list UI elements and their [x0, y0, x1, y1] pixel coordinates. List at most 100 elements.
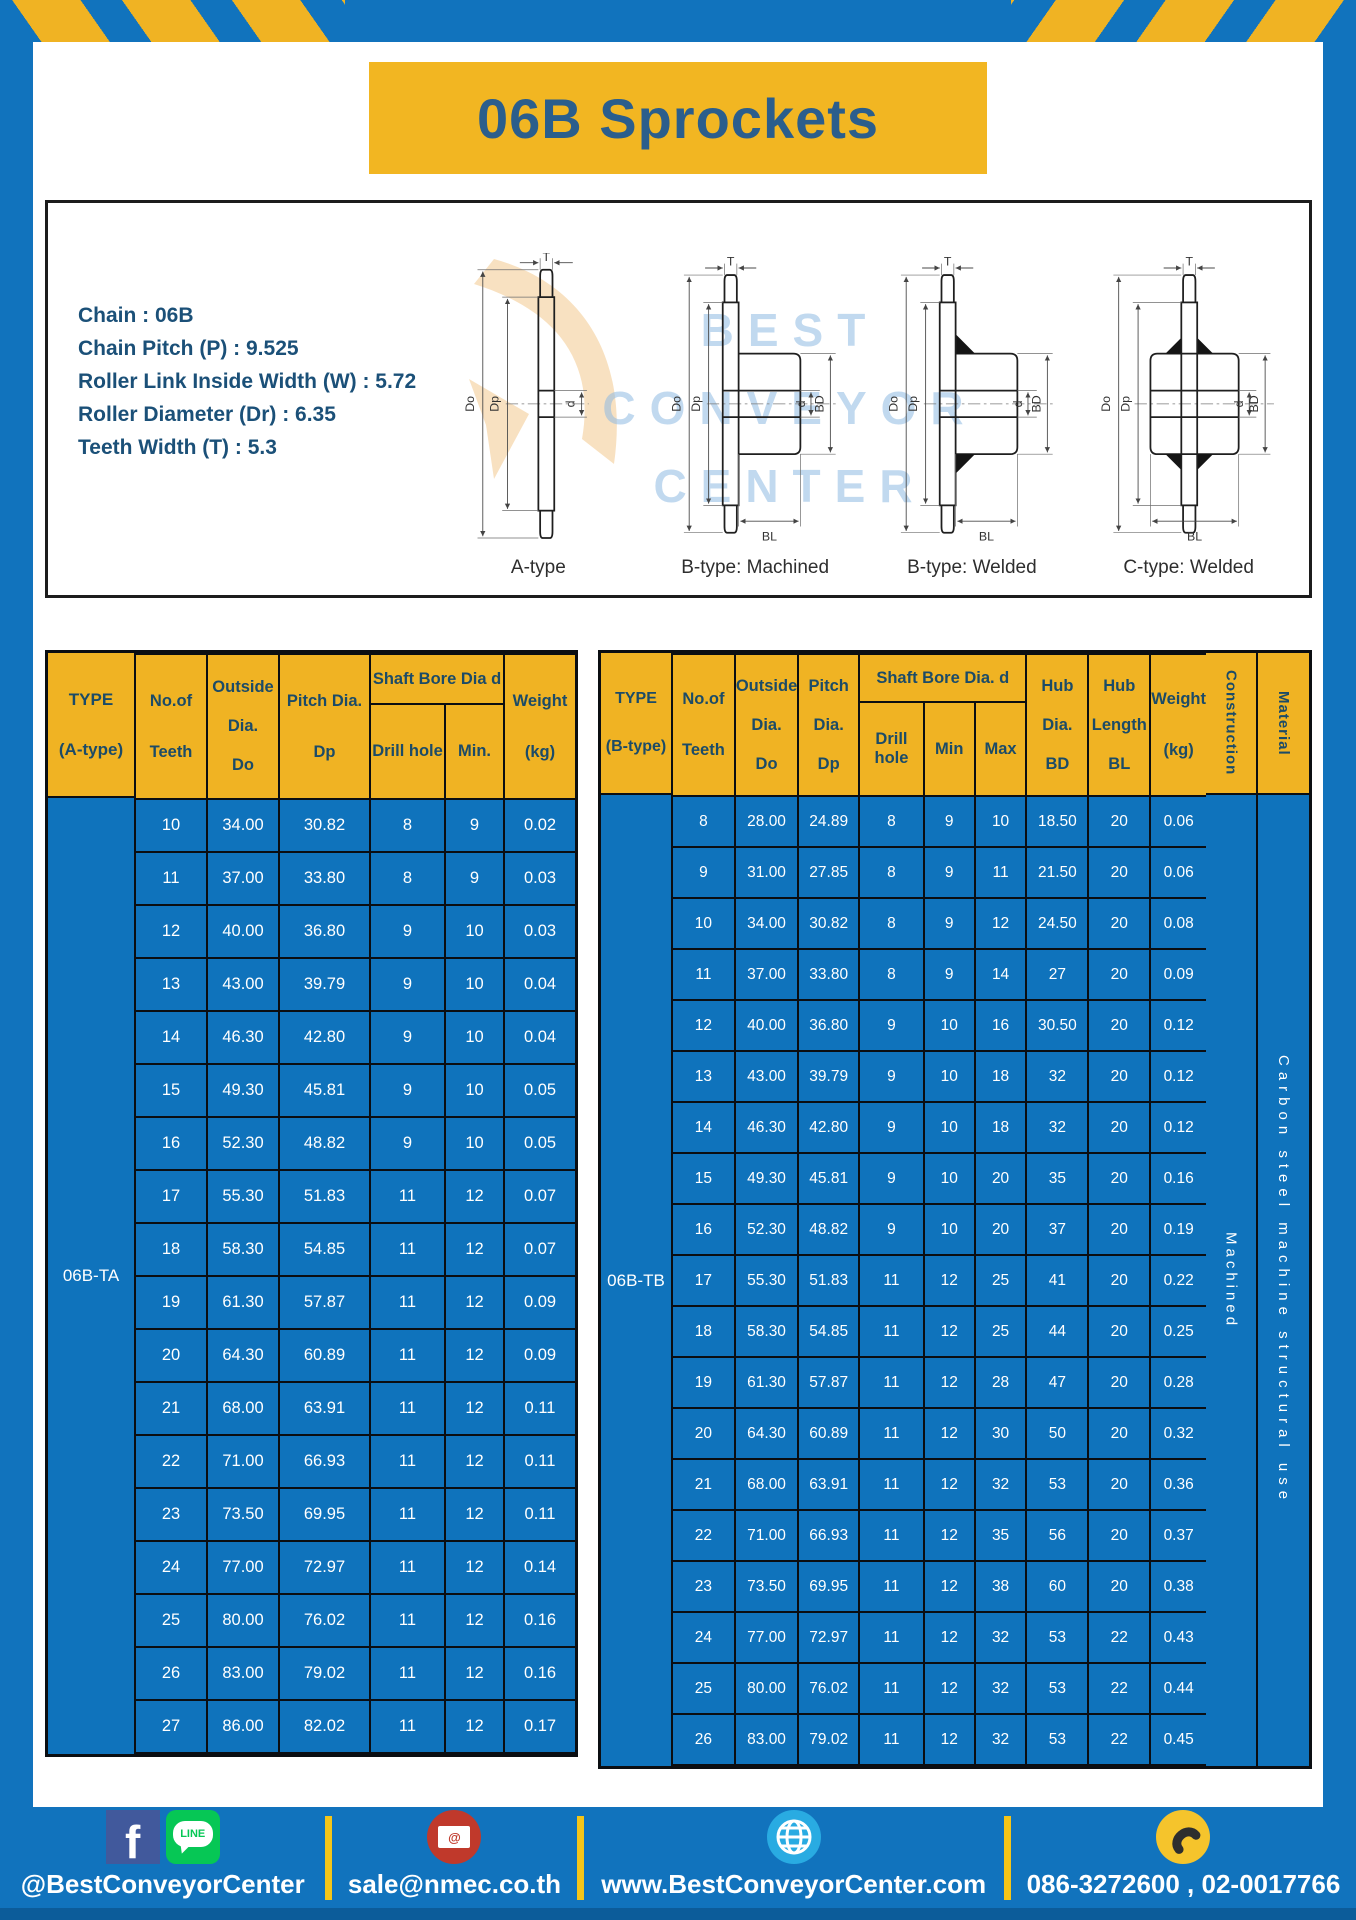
table-cell: 14 — [673, 1101, 736, 1154]
col-header-pitch-dia: Pitch Dia. Dp — [278, 653, 371, 800]
material-column: Material Carbon steel machine structural… — [1256, 653, 1309, 1766]
table-cell: 0.11 — [503, 1487, 575, 1542]
email-address: sale@nmec.co.th — [347, 1869, 562, 1899]
spec-line-roller-dia: Roller Diameter (Dr) : 6.35 — [78, 403, 336, 426]
website-url: www.BestConveyorCenter.com — [601, 1869, 987, 1899]
header-line: Pitch — [808, 676, 849, 695]
table-row: 11 37.00 33.80 8 9 0.03 — [136, 851, 575, 906]
table-cell: 45.81 — [278, 1063, 371, 1118]
table-a-type-value: 06B-TA — [62, 1266, 120, 1285]
table-cell: 79.02 — [797, 1713, 861, 1766]
table-row: 23 73.50 69.95 11 12 38 60 20 0.38 — [673, 1560, 1206, 1613]
table-cell: 0.17 — [503, 1699, 575, 1754]
table-cell: 20 — [1087, 999, 1152, 1052]
table-cell: 51.83 — [278, 1169, 371, 1224]
table-cell: 37.00 — [733, 948, 800, 1001]
col-header-min: Min. — [444, 703, 504, 800]
header-line: Length — [1091, 715, 1147, 734]
table-cell: 54.85 — [797, 1305, 861, 1358]
footer-email-section: @ sale@nmec.co.th — [332, 1807, 576, 1908]
table-cell: 13 — [136, 957, 208, 1012]
dim-label-bd: BD — [812, 395, 826, 412]
table-cell: 8 — [858, 897, 925, 950]
line-icon: LINE — [165, 1810, 220, 1864]
table-cell: 9 — [858, 999, 925, 1052]
table-cell: 20 — [1087, 795, 1152, 848]
a-type-drawing: Do Dp T d — [463, 253, 589, 539]
table-cell: 80.00 — [733, 1662, 800, 1715]
table-cell: 16 — [673, 1203, 736, 1256]
table-cell: 0.16 — [503, 1593, 575, 1648]
col-header-max: Max — [973, 701, 1027, 797]
table-cell: 72.97 — [278, 1540, 371, 1595]
table-cell: 9 — [922, 948, 976, 1001]
table-row: 26 83.00 79.02 11 12 0.16 — [136, 1646, 575, 1701]
table-cell: 77.00 — [206, 1540, 280, 1595]
table-cell: 11 — [369, 1593, 446, 1648]
table-cell: 0.04 — [503, 957, 575, 1012]
table-cell: 21.50 — [1025, 846, 1090, 899]
table-cell: 11 — [136, 851, 208, 906]
table-cell: 12 — [922, 1407, 976, 1460]
table-cell: 11 — [369, 1487, 446, 1542]
table-cell: 0.03 — [503, 904, 575, 959]
table-cell: 18 — [136, 1222, 208, 1277]
col-header-outside-dia: Outside Dia. Do — [206, 653, 280, 800]
dim-label-dp: Dp — [905, 396, 919, 412]
table-row: 15 49.30 45.81 9 10 20 35 20 0.16 — [673, 1152, 1206, 1205]
table-cell: 12 — [136, 904, 208, 959]
watermark-line: CENTER — [653, 460, 927, 512]
table-row: 10 34.00 30.82 8 9 0.02 — [136, 798, 575, 853]
table-cell: 66.93 — [278, 1434, 371, 1489]
construction-value: Machined — [1222, 1231, 1240, 1330]
table-cell: 15 — [136, 1063, 208, 1118]
table-cell: 10 — [673, 897, 736, 950]
figure-caption-b-welded: B-type: Welded — [907, 557, 1037, 578]
dim-label-t: T — [543, 253, 551, 264]
table-cell: 25 — [973, 1254, 1028, 1307]
table-cell: 11 — [369, 1275, 446, 1330]
figure-a-type: Do Dp T d A-t — [430, 217, 647, 589]
table-cell: 12 — [444, 1169, 505, 1224]
dim-label-bl: BL — [978, 530, 993, 544]
table-cell: 71.00 — [733, 1509, 800, 1562]
table-cell: 24 — [673, 1611, 736, 1664]
table-cell: 39.79 — [797, 1050, 861, 1103]
table-cell: 12 — [922, 1662, 976, 1715]
table-cell: 82.02 — [278, 1699, 371, 1754]
contact-footer: f LINE @BestConveyorCenter @ sale@nmec.c… — [0, 1807, 1356, 1920]
table-cell: 32 — [973, 1713, 1028, 1766]
table-cell: 20 — [1087, 1152, 1152, 1205]
spec-line-teeth-width: Teeth Width (T) : 5.3 — [78, 436, 277, 459]
table-cell: 11 — [369, 1646, 446, 1701]
dim-label-dp: Dp — [689, 396, 703, 412]
table-row: 12 40.00 36.80 9 10 0.03 — [136, 904, 575, 959]
table-cell: 22 — [673, 1509, 736, 1562]
col-header-outside-dia: Outside Dia. Do — [733, 653, 800, 797]
table-cell: 11 — [858, 1254, 925, 1307]
table-row: 24 77.00 72.97 11 12 32 53 22 0.43 — [673, 1611, 1206, 1664]
table-cell: 11 — [858, 1560, 925, 1613]
table-cell: 24.89 — [797, 795, 861, 848]
dim-label-bd: BD — [1247, 395, 1261, 412]
table-cell: 25 — [136, 1593, 208, 1648]
footer-divider — [325, 1815, 333, 1900]
header-line: BL — [1108, 754, 1131, 773]
header-line: Outside — [212, 678, 274, 696]
table-cell: 24 — [136, 1540, 208, 1595]
footer-phone-section: 086-3272600 , 02-0017766 — [1011, 1807, 1356, 1908]
table-cell: 73.50 — [733, 1560, 800, 1613]
c-type-welded-drawing: Do Dp T d — [1099, 254, 1275, 544]
table-cell: 10 — [922, 1203, 976, 1256]
table-cell: 32 — [1025, 1050, 1090, 1103]
table-cell: 26 — [673, 1713, 736, 1766]
table-cell: 20 — [1087, 1254, 1152, 1307]
figure-caption-c-welded: C-type: Welded — [1123, 557, 1254, 578]
table-cell: 14 — [136, 1010, 208, 1065]
table-cell: 11 — [369, 1381, 446, 1436]
construction-header: Construction — [1206, 653, 1256, 795]
hazard-stripes-left — [0, 0, 345, 42]
table-cell: 20 — [1087, 1050, 1152, 1103]
email-icon: @ — [427, 1810, 482, 1864]
